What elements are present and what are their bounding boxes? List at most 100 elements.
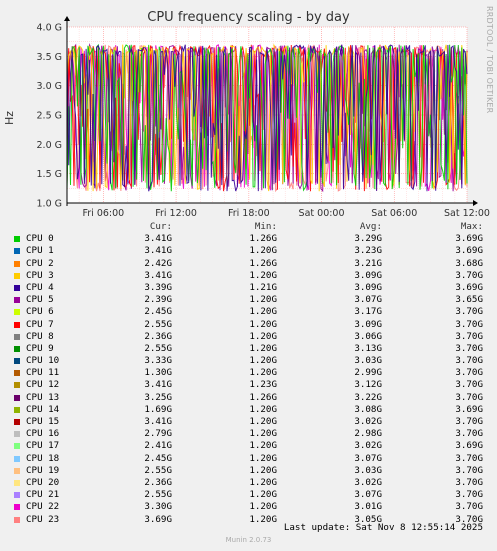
legend-swatch bbox=[14, 358, 20, 365]
legend-min: 1.26G bbox=[249, 233, 277, 245]
legend-cur: 3.41G bbox=[144, 269, 172, 281]
legend-name: CPU 21 bbox=[26, 489, 60, 501]
legend-cur: 2.45G bbox=[144, 306, 172, 318]
legend-avg: 2.98G bbox=[354, 428, 382, 440]
legend-max: 3.65G bbox=[455, 294, 483, 306]
legend-name: CPU 20 bbox=[26, 476, 60, 488]
x-tick-label: Sat 00:00 bbox=[299, 208, 345, 219]
legend-cur: 2.41G bbox=[144, 440, 172, 452]
legend-name: CPU 12 bbox=[26, 379, 60, 391]
legend-min: 1.20G bbox=[249, 330, 277, 342]
legend-avg: 3.09G bbox=[354, 318, 382, 330]
x-tick-label: Fri 06:00 bbox=[83, 208, 125, 219]
legend-avg: 3.13G bbox=[354, 342, 382, 354]
legend-max: 3.70G bbox=[455, 501, 483, 513]
legend-cur: 3.30G bbox=[144, 501, 172, 513]
legend-name: CPU 10 bbox=[26, 355, 60, 367]
legend-avg: 3.07G bbox=[354, 489, 382, 501]
legend-avg: 3.09G bbox=[354, 269, 382, 281]
legend-cur: 3.25G bbox=[144, 391, 172, 403]
x-tick-label: Sat 12:00 bbox=[444, 208, 490, 219]
x-tick-label: Fri 12:00 bbox=[155, 208, 197, 219]
legend-item: CPU 23 3.69G 1.20G 3.05G 3.70G bbox=[0, 514, 497, 526]
legend-name: CPU 23 bbox=[26, 513, 60, 525]
series-group bbox=[66, 43, 468, 193]
y-tick-labels: 1.0 G 1.5 G 2.0 G 2.5 G 3.0 G 3.5 G 4.0 G bbox=[37, 23, 63, 210]
legend-name: CPU 0 bbox=[26, 233, 54, 245]
legend-cur: 3.41G bbox=[144, 379, 172, 391]
x-tick-labels: Fri 06:00 Fri 12:00 Fri 18:00 Sat 00:00 Sat … bbox=[83, 208, 490, 219]
y-tick-label: 2.5 G bbox=[37, 111, 63, 122]
legend-min: 1.26G bbox=[249, 257, 277, 269]
legend-swatch bbox=[14, 394, 20, 401]
munin-version: Munin 2.0.73 bbox=[225, 536, 272, 544]
x-tick-label: Sat 06:00 bbox=[371, 208, 417, 219]
legend-avg: 3.01G bbox=[354, 501, 382, 513]
legend-max: 3.70G bbox=[455, 318, 483, 330]
legend-avg: 3.02G bbox=[354, 440, 382, 452]
legend: Cur: Min: Avg: Max: CPU 0 3.41G 1.26G 3.29G… bbox=[0, 221, 497, 526]
legend-max: 3.69G bbox=[455, 233, 483, 245]
legend-swatch bbox=[14, 406, 20, 413]
legend-max: 3.70G bbox=[455, 342, 483, 354]
legend-avg: 3.12G bbox=[354, 379, 382, 391]
legend-min: 1.20G bbox=[249, 306, 277, 318]
legend-max: 3.68G bbox=[455, 257, 483, 269]
legend-avg: 3.17G bbox=[354, 306, 382, 318]
legend-min: 1.26G bbox=[249, 391, 277, 403]
legend-max: 3.70G bbox=[455, 306, 483, 318]
legend-cur: 3.41G bbox=[144, 233, 172, 245]
legend-cur: 3.69G bbox=[144, 513, 172, 525]
legend-min: 1.20G bbox=[249, 245, 277, 257]
legend-cur: 2.39G bbox=[144, 294, 172, 306]
legend-max: 3.70G bbox=[455, 367, 483, 379]
legend-swatch bbox=[14, 345, 20, 352]
legend-cur: 2.55G bbox=[144, 489, 172, 501]
legend-avg: 3.03G bbox=[354, 464, 382, 476]
legend-min: 1.20G bbox=[249, 476, 277, 488]
legend-item: CPU 13 3.25G 1.26G 3.22G 3.70G bbox=[0, 392, 497, 404]
legend-avg: 3.07G bbox=[354, 294, 382, 306]
legend-item: CPU 14 1.69G 1.20G 3.08G 3.69G bbox=[0, 404, 497, 416]
legend-item: CPU 1 3.41G 1.20G 3.23G 3.69G bbox=[0, 245, 497, 257]
legend-name: CPU 1 bbox=[26, 245, 54, 257]
legend-min: 1.20G bbox=[249, 452, 277, 464]
legend-swatch bbox=[14, 321, 20, 328]
legend-min: 1.20G bbox=[249, 513, 277, 525]
axes bbox=[64, 16, 478, 206]
legend-item: CPU 16 2.79G 1.20G 2.98G 3.70G bbox=[0, 428, 497, 440]
legend-swatch bbox=[14, 419, 20, 425]
legend-cur: 2.36G bbox=[144, 330, 172, 342]
legend-max: 3.70G bbox=[455, 391, 483, 403]
legend-header: Cur: Min: Avg: Max: bbox=[0, 221, 497, 233]
x-tick-label: Fri 18:00 bbox=[228, 208, 270, 219]
legend-name: CPU 3 bbox=[26, 269, 54, 281]
legend-name: CPU 14 bbox=[26, 403, 60, 415]
legend-max: 3.70G bbox=[455, 428, 483, 440]
legend-item: CPU 15 3.41G 1.20G 3.02G 3.70G bbox=[0, 416, 497, 428]
legend-name: CPU 22 bbox=[26, 501, 60, 513]
series-line bbox=[66, 44, 468, 192]
legend-swatch bbox=[14, 260, 20, 267]
legend-name: CPU 5 bbox=[26, 294, 54, 306]
legend-header-max: Max: bbox=[460, 221, 483, 232]
y-tick-label: 4.0 G bbox=[37, 23, 63, 34]
legend-name: CPU 8 bbox=[26, 330, 54, 342]
legend-cur: 1.69G bbox=[144, 403, 172, 415]
legend-min: 1.20G bbox=[249, 367, 277, 379]
legend-cur: 2.79G bbox=[144, 428, 172, 440]
legend-cur: 2.45G bbox=[144, 452, 172, 464]
legend-max: 3.70G bbox=[455, 452, 483, 464]
legend-swatch bbox=[14, 370, 20, 377]
legend-cur: 3.41G bbox=[144, 416, 172, 427]
legend-swatch bbox=[14, 248, 20, 255]
y-tick-label: 2.0 G bbox=[37, 140, 63, 151]
legend-avg: 3.06G bbox=[354, 330, 382, 342]
legend-max: 3.70G bbox=[455, 269, 483, 281]
legend-item: CPU 8 2.36G 1.20G 3.06G 3.70G bbox=[0, 331, 497, 343]
legend-header-cur: Cur: bbox=[149, 221, 172, 232]
legend-name: CPU 13 bbox=[26, 391, 60, 403]
legend-item: CPU 4 3.39G 1.21G 3.09G 3.69G bbox=[0, 282, 497, 294]
legend-max: 3.69G bbox=[455, 403, 483, 415]
last-update: Last update: Sat Nov 8 12:55:14 2025 bbox=[283, 522, 483, 533]
